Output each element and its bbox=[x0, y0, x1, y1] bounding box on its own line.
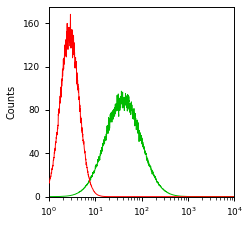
Y-axis label: Counts: Counts bbox=[7, 85, 17, 119]
